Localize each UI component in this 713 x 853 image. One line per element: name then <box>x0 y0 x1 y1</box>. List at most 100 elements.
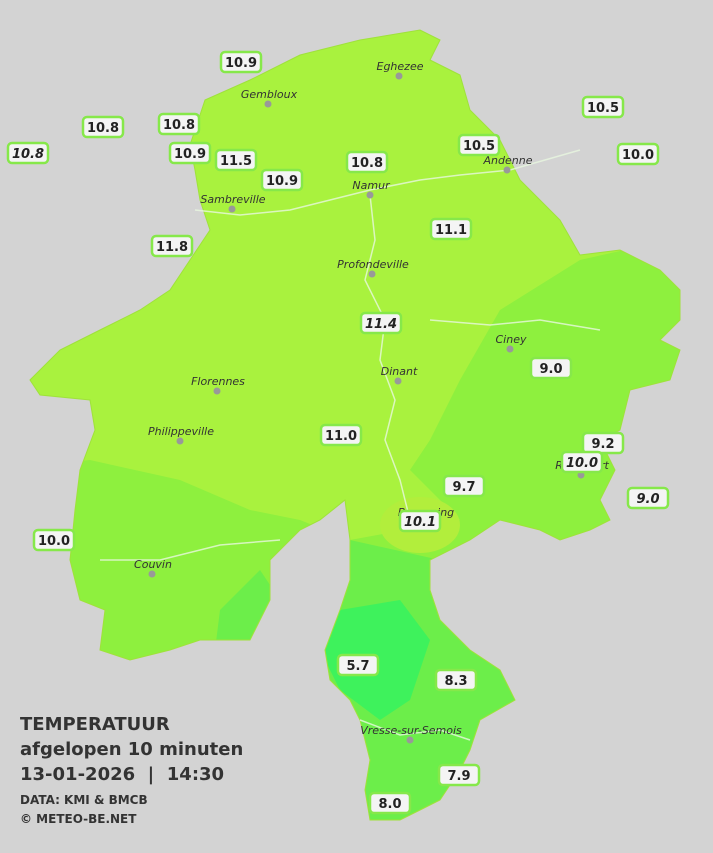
station-box <box>434 668 478 692</box>
station-reading: 8.3 <box>444 674 467 689</box>
city-label: Vresse-sur-Semois <box>360 724 462 737</box>
station-box <box>168 141 212 165</box>
station-reading: 10.1 <box>404 515 436 530</box>
station-reading: 5.7 <box>346 659 369 674</box>
city-dot <box>176 437 184 445</box>
station-box <box>616 142 660 166</box>
station-reading: 10.9 <box>225 56 257 71</box>
city-label: Dinant <box>381 365 418 378</box>
station-box <box>581 95 625 119</box>
city-dot <box>264 100 272 108</box>
heading: TEMPERATUUR <box>20 714 170 735</box>
station-box <box>368 791 412 815</box>
station-box <box>345 150 389 174</box>
station-box <box>150 234 194 258</box>
station: 10.5 <box>581 95 625 119</box>
station: 10.9 <box>219 50 263 74</box>
station: 10.8 <box>345 150 389 174</box>
station-reading: 10.8 <box>87 121 119 136</box>
city-dot <box>366 191 374 199</box>
station: 11.0 <box>319 423 363 447</box>
station-reading: 11.1 <box>435 223 467 238</box>
city-dot <box>406 736 414 744</box>
station-reading: 7.9 <box>447 769 470 784</box>
station-reading: 10.0 <box>622 148 654 163</box>
stations: 10.9 10.8 10.8 10.8 10.9 11.5 10.9 10.8 10.5 10.5… <box>6 50 670 815</box>
station: 10.1 <box>398 509 442 533</box>
city-label: Couvin <box>134 558 172 571</box>
station-reading: 10.0 <box>566 456 598 471</box>
station: 11.1 <box>429 217 473 241</box>
station: 9.2 <box>581 431 625 455</box>
station-reading: 9.0 <box>636 492 659 507</box>
station: 10.8 <box>157 112 201 136</box>
city-dot <box>213 387 221 395</box>
station: 10.0 <box>560 450 604 474</box>
station: 9.7 <box>442 474 486 498</box>
station-reading: 10.8 <box>163 118 195 133</box>
city-dot <box>148 570 156 578</box>
station-box <box>81 115 125 139</box>
city-label: Profondeville <box>337 258 409 271</box>
station-reading: 10.8 <box>12 147 44 162</box>
station-box <box>157 112 201 136</box>
station-reading: 9.0 <box>539 362 562 377</box>
station-reading: 10.9 <box>266 174 298 189</box>
station: 10.8 <box>81 115 125 139</box>
station-box <box>529 356 573 380</box>
station: 8.0 <box>368 791 412 815</box>
station: 11.5 <box>214 148 258 172</box>
station-reading: 10.0 <box>38 534 70 549</box>
station-box <box>442 474 486 498</box>
city-dot <box>394 377 402 385</box>
station: 10.0 <box>32 528 76 552</box>
station-box <box>359 311 403 335</box>
city-label: Andenne <box>483 154 533 167</box>
station-box <box>260 168 304 192</box>
station-box <box>457 133 501 157</box>
station-box <box>219 50 263 74</box>
source: DATA: KMI & BMCB <box>20 793 148 807</box>
station-box <box>581 431 625 455</box>
station-box <box>336 653 380 677</box>
city-label: Philippeville <box>148 425 214 438</box>
station: 9.0 <box>529 356 573 380</box>
station: 8.3 <box>434 668 478 692</box>
station: 10.5 <box>457 133 501 157</box>
station-reading: 11.5 <box>220 154 252 169</box>
station-reading: 11.4 <box>365 317 397 332</box>
city-label: Ciney <box>496 333 527 346</box>
station: 10.9 <box>260 168 304 192</box>
station-reading: 11.0 <box>325 429 357 444</box>
station-box <box>429 217 473 241</box>
timestamp: 13-01-2026 | 14:30 <box>20 764 224 785</box>
city-label: Florennes <box>191 375 245 388</box>
city-label: Sambreville <box>200 193 265 206</box>
station-box <box>319 423 363 447</box>
station-reading: 8.0 <box>378 797 401 812</box>
credit: © METEO-BE.NET <box>20 812 137 826</box>
city-label: Gembloux <box>241 88 298 101</box>
city-dot <box>506 345 514 353</box>
station-box <box>6 141 50 165</box>
station: 9.0 <box>626 486 670 510</box>
city-dot <box>368 270 376 278</box>
city-label: Eghezee <box>377 60 424 73</box>
station: 10.9 <box>168 141 212 165</box>
station: 5.7 <box>336 653 380 677</box>
station: 11.8 <box>150 234 194 258</box>
subheading: afgelopen 10 minuten <box>20 739 243 760</box>
station: 7.9 <box>437 763 481 787</box>
station-box <box>214 148 258 172</box>
station: 10.8 <box>6 141 50 165</box>
legend-text: TEMPERATUUR afgelopen 10 minuten 13-01-2… <box>20 714 243 826</box>
station-reading: 9.7 <box>452 480 475 495</box>
station-reading: 9.2 <box>591 437 614 452</box>
station-box <box>32 528 76 552</box>
city-label: Namur <box>352 179 391 192</box>
station-reading: 10.5 <box>587 101 619 116</box>
station: 10.0 <box>616 142 660 166</box>
station-box <box>437 763 481 787</box>
station-box <box>626 486 670 510</box>
